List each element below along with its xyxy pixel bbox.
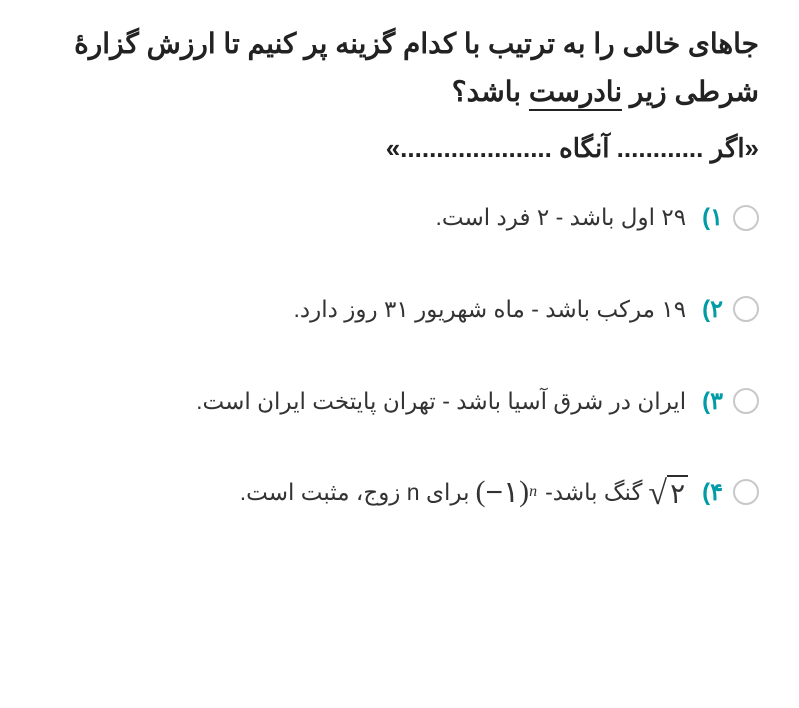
radio-icon (733, 388, 759, 414)
option-3[interactable]: ۳) ایران در شرق آسیا باشد - تهران پایتخت… (40, 383, 759, 420)
option-number: ۱) (702, 203, 723, 232)
paren-base: (−۱) (475, 475, 529, 510)
question-text: جاهای خالی را به ترتیب با کدام گزینه پر … (40, 20, 759, 115)
option-4[interactable]: ۴) √ ۲ گنگ باشد- (−۱)n برای n زوج، مثبت … (40, 475, 759, 511)
radio-icon (733, 296, 759, 322)
option-number: ۲) (702, 295, 723, 324)
question-suffix: باشد؟ (452, 76, 529, 107)
sqrt-expression: √ ۲ (648, 475, 686, 511)
options-list: ۱) ۲۹ اول باشد - ۲ فرد است. ۲) ۱۹ مرکب ب… (40, 199, 759, 510)
option-number: ۴) (702, 478, 723, 507)
option-text: ایران در شرق آسیا باشد - تهران پایتخت ای… (196, 383, 686, 420)
option-1[interactable]: ۱) ۲۹ اول باشد - ۲ فرد است. (40, 199, 759, 236)
sqrt-sign-icon: √ (648, 477, 667, 511)
exponent: n (529, 483, 537, 501)
question-prefix: جاهای خالی را به ترتیب با کدام گزینه پر … (74, 28, 759, 107)
conditional-statement: «اگر ............ آنگاه ................… (40, 133, 759, 164)
paren-inner: −۱ (485, 475, 519, 510)
option-text: ۱۹ مرکب باشد - ماه شهریور ۳۱ روز دارد. (294, 291, 687, 328)
power-expression: (−۱)n (475, 475, 539, 510)
sqrt-radicand: ۲ (667, 475, 688, 511)
radio-icon (733, 205, 759, 231)
option-text: √ ۲ گنگ باشد- (−۱)n برای n زوج، مثبت است… (240, 475, 686, 511)
radio-icon (733, 479, 759, 505)
option-4-mid-a: گنگ باشد- (545, 479, 642, 506)
option-text: ۲۹ اول باشد - ۲ فرد است. (436, 199, 687, 236)
question-block: جاهای خالی را به ترتیب با کدام گزینه پر … (40, 20, 759, 164)
option-2[interactable]: ۲) ۱۹ مرکب باشد - ماه شهریور ۳۱ روز دارد… (40, 291, 759, 328)
option-number: ۳) (702, 387, 723, 416)
question-underlined: نادرست (529, 76, 622, 111)
option-4-mid-b: برای n زوج، مثبت است. (240, 479, 470, 506)
